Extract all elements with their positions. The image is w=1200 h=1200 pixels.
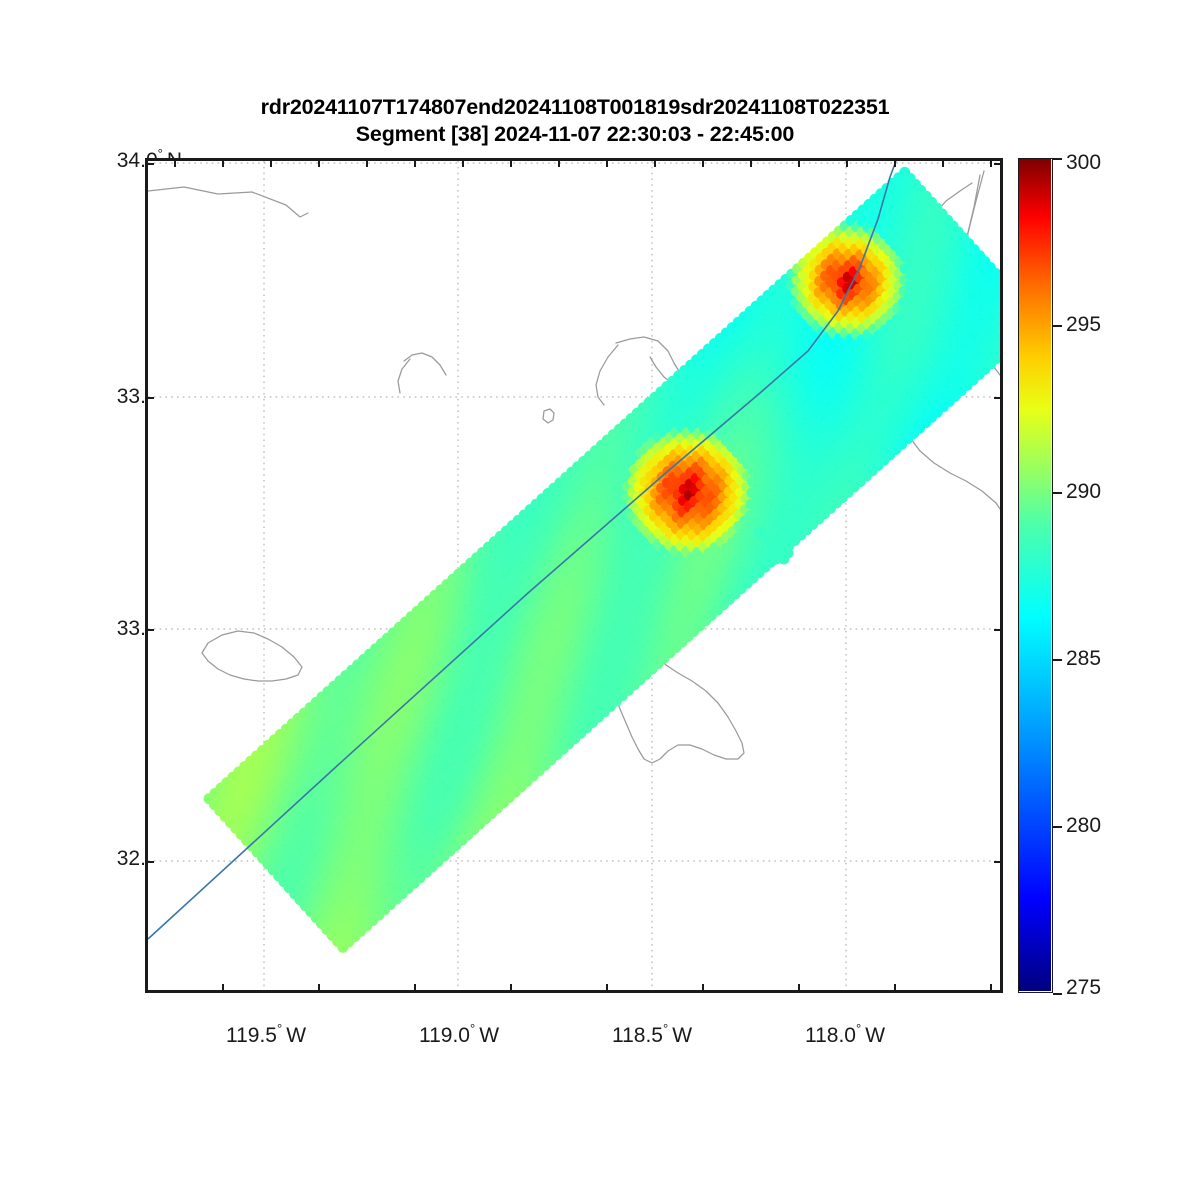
colorbar-tick-290	[1053, 492, 1062, 494]
axis-tick-right	[994, 397, 1000, 399]
colorbar-gradient	[1019, 159, 1051, 991]
colorbar-label-290: 290	[1066, 480, 1102, 503]
figure-title-secondary: Segment [38] 2024-11-07 22:30:03 - 22:45…	[355, 122, 795, 146]
colorbar-tick-295	[1053, 325, 1062, 327]
swath-pixel	[754, 527, 766, 539]
axis-tick-bottom	[510, 984, 512, 990]
swath-pixel	[991, 341, 1000, 353]
island-san-nicolas	[201, 630, 303, 682]
axis-tick-bottom	[798, 984, 800, 990]
swath-pixel	[994, 296, 1000, 308]
axis-tick-left	[148, 629, 154, 631]
axis-tick-bottom	[894, 984, 896, 990]
colorbar-tick-300	[1053, 158, 1062, 160]
colorbar-tick-285	[1053, 659, 1062, 661]
ground-track-layer	[148, 161, 897, 940]
axis-tick-top	[414, 161, 416, 167]
colorbar-label-280: 280	[1066, 814, 1102, 837]
island-santa-barbara	[542, 408, 555, 424]
axis-tick-top	[894, 161, 896, 167]
swath-pixel	[995, 273, 1000, 285]
swath-pixel	[997, 337, 1000, 347]
axis-tick-top	[462, 161, 464, 167]
axis-tick-bottom	[318, 984, 320, 990]
ground-track-line	[148, 161, 897, 940]
xtick-label-118-0: 118.0° W	[804, 1021, 886, 1047]
xtick-label-119-5: 119.5° W	[225, 1021, 307, 1047]
swath-pixel	[999, 316, 1000, 323]
axis-tick-right	[994, 861, 1000, 863]
figure-title-primary: rdr20241107T174807end20241108T001819sdr2…	[260, 95, 890, 119]
axis-tick-top	[990, 161, 992, 167]
swath-pixel	[998, 326, 1000, 335]
swath-pixel	[991, 352, 1000, 364]
axis-tick-top	[654, 161, 656, 167]
colorbar-tick-280	[1053, 826, 1062, 828]
colorbar-label-295: 295	[1066, 313, 1102, 336]
axis-tick-top	[366, 161, 368, 167]
colorbar-label-275: 275	[1066, 976, 1102, 999]
swath-pixel	[994, 285, 1000, 297]
axis-tick-bottom	[990, 984, 992, 990]
axis-tick-top	[510, 161, 512, 167]
figure-title-block: rdr20241107T174807end20241108T001819sdr2…	[0, 94, 1150, 148]
axis-tick-left	[148, 397, 154, 399]
map-axes[interactable]	[145, 158, 1003, 993]
swath-pixel	[993, 307, 1000, 319]
colorbar-label-300: 300	[1066, 151, 1102, 174]
xtick-label-118-5: 118.5° W	[611, 1021, 693, 1047]
axis-tick-top	[558, 161, 560, 167]
swath-scatter-layer	[203, 166, 1000, 953]
axis-tick-bottom	[222, 984, 224, 990]
axis-tick-top	[174, 161, 176, 167]
axis-tick-top	[798, 161, 800, 167]
axis-tick-top	[318, 161, 320, 167]
swath-pixel	[992, 330, 1000, 342]
axis-tick-right	[994, 163, 1000, 165]
axis-tick-top	[942, 161, 944, 167]
axis-tick-bottom	[414, 984, 416, 990]
axis-tick-top	[606, 161, 608, 167]
swath-pixel	[997, 348, 1000, 358]
xtick-label-119-0: 119.0° W	[418, 1021, 500, 1047]
coastline-long-beach-detail	[397, 352, 447, 394]
axis-tick-top	[270, 161, 272, 167]
axis-tick-bottom	[606, 984, 608, 990]
axis-tick-left	[148, 163, 154, 165]
colorbar[interactable]	[1018, 158, 1053, 993]
colorbar-label-285: 285	[1066, 647, 1102, 670]
axis-tick-top	[222, 161, 224, 167]
map-canvas	[148, 161, 1000, 990]
colorbar-tick-275	[1053, 993, 1062, 995]
swath-pixel	[770, 553, 782, 565]
axis-tick-top	[846, 161, 848, 167]
axis-tick-top	[750, 161, 752, 167]
axis-tick-top	[702, 161, 704, 167]
axis-tick-right	[994, 629, 1000, 631]
swath-pixel	[778, 553, 790, 565]
axis-tick-bottom	[702, 984, 704, 990]
coastline-ventura	[148, 186, 309, 218]
axis-tick-left	[148, 861, 154, 863]
swath-pixel	[993, 319, 1000, 331]
map-plot-area	[148, 161, 1000, 990]
